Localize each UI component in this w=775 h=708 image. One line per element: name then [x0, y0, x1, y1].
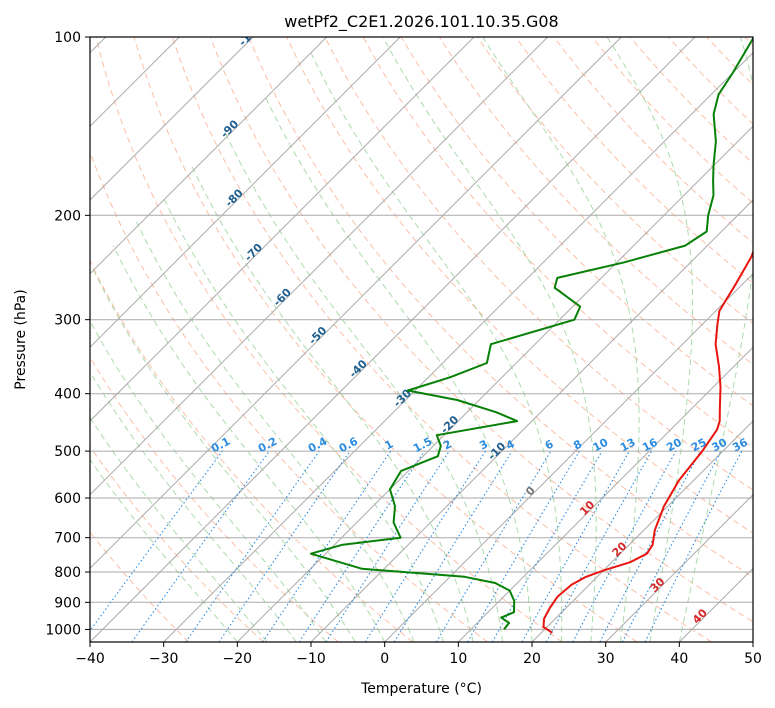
moist-adiabat-line — [90, 320, 327, 642]
y-tick-label: 600 — [54, 491, 81, 507]
moist-adiabat-line — [136, 221, 415, 642]
y-tick-label: 100 — [54, 30, 81, 46]
dry-adiabat-line — [90, 259, 414, 642]
moist-adiabat-line — [678, 37, 753, 642]
mixing-ratio-line — [325, 450, 450, 642]
plot-area: 0.10.20.40.611.52346810131620253036-100-… — [90, 20, 753, 642]
mixing-ratio-label: 16 — [640, 436, 660, 455]
moist-adiabat-line — [263, 94, 533, 642]
x-tick-label: 10 — [449, 651, 467, 667]
x-tick-label: −20 — [223, 651, 253, 667]
mixing-ratio-line — [185, 450, 320, 642]
moist-adiabat-line — [161, 195, 445, 642]
y-tick-label: 200 — [54, 208, 81, 224]
x-tick-label: 40 — [670, 651, 688, 667]
moist-adiabat-line — [90, 416, 268, 642]
x-tick-label: 30 — [597, 651, 615, 667]
y-tick-label: 1000 — [45, 622, 81, 638]
isotherm-line — [90, 37, 549, 496]
isotherm-line — [163, 51, 753, 642]
moist-adiabat-line — [606, 37, 694, 642]
axes: −40 −30 −20 −10 0 10 20 30 40 50 100 200 300 400 500 60… — [45, 30, 762, 667]
mixing-ratio-line — [218, 450, 351, 642]
isotherm-line — [531, 420, 753, 642]
isotherm-line — [236, 125, 753, 642]
isotherm-line — [90, 37, 475, 422]
mixing-ratio-line — [131, 450, 270, 642]
mixing-ratio-line — [262, 450, 392, 642]
y-tick-label: 700 — [54, 531, 81, 547]
x-tick-label: 50 — [744, 651, 762, 667]
moist-adiabat-line — [382, 37, 597, 642]
dry-adiabats — [90, 37, 753, 642]
moist-adiabat-line — [112, 245, 386, 642]
mixing-ratio-line — [545, 450, 653, 642]
x-tick-label: −10 — [296, 651, 326, 667]
isotherm-label: -100 — [236, 20, 265, 49]
isotherm-line — [457, 346, 753, 642]
y-tick-label: 500 — [54, 444, 81, 460]
mixing-ratio-label: 36 — [730, 436, 750, 455]
y-tick-label: 900 — [54, 595, 81, 611]
mixing-ratio-line — [644, 450, 743, 642]
x-axis-label: Temperature (°C) — [360, 681, 482, 697]
x-tick-label: 0 — [380, 651, 389, 667]
plot-frame — [89, 36, 754, 643]
mixing-ratio-label: 30 — [710, 436, 730, 455]
moist-adiabat-line — [91, 267, 356, 642]
dry-adiabat-line — [90, 445, 264, 642]
dry-adiabat-line — [438, 37, 753, 366]
dry-adiabat-line — [400, 37, 753, 407]
dry-adiabat-line — [362, 37, 753, 449]
isotherm-line — [384, 272, 753, 642]
dry-adiabat-line — [248, 37, 753, 578]
chart-title: wetPf2_C2E1.2026.101.10.35.G08 — [284, 12, 558, 32]
isotherm-line — [90, 37, 622, 570]
temperature-profile-line — [542, 249, 753, 634]
dry-adiabat-line — [324, 37, 753, 491]
dry-adiabat-line — [210, 37, 753, 623]
dry-adiabat-line — [629, 37, 753, 165]
mixing-ratio-label: 13 — [618, 436, 638, 455]
x-tick-label: 20 — [523, 651, 541, 667]
moist-adiabat-line — [482, 37, 640, 642]
mixing-ratio-line — [521, 450, 630, 642]
dry-adiabat-line — [553, 37, 753, 244]
x-tick-label: −30 — [149, 651, 179, 667]
isotherm-line — [90, 37, 328, 275]
mixing-ratio-label: 10 — [591, 436, 611, 455]
y-axis-label: Pressure (hPa) — [13, 289, 29, 389]
moist-adiabat-line — [309, 49, 563, 642]
isotherms — [90, 37, 753, 642]
moist-adiabat-line — [90, 458, 238, 642]
isotherm-line — [605, 493, 753, 642]
isotherm-line — [310, 199, 753, 642]
moist-adiabat-line — [191, 165, 474, 642]
y-tick-label: 400 — [54, 387, 81, 403]
dewpoint-profile-line — [309, 37, 753, 631]
mixing-ratio-line — [572, 450, 677, 642]
isotherm-line — [90, 37, 696, 642]
isotherm-line — [90, 37, 401, 349]
moist-adiabats — [90, 37, 753, 642]
y-tick-label: 800 — [54, 565, 81, 581]
isotherm-line — [90, 37, 254, 201]
mixing-ratio-line — [298, 450, 425, 642]
sounding-series — [309, 37, 753, 634]
mixing-ratio-label: 20 — [664, 436, 684, 455]
mixing-ratio-line — [90, 450, 223, 632]
dry-adiabat-line — [95, 37, 563, 642]
x-tick-label: −40 — [75, 651, 105, 667]
mixing-ratio-line — [393, 450, 513, 642]
y-tick-label: 300 — [54, 313, 81, 329]
dry-adiabat-line — [133, 37, 638, 642]
